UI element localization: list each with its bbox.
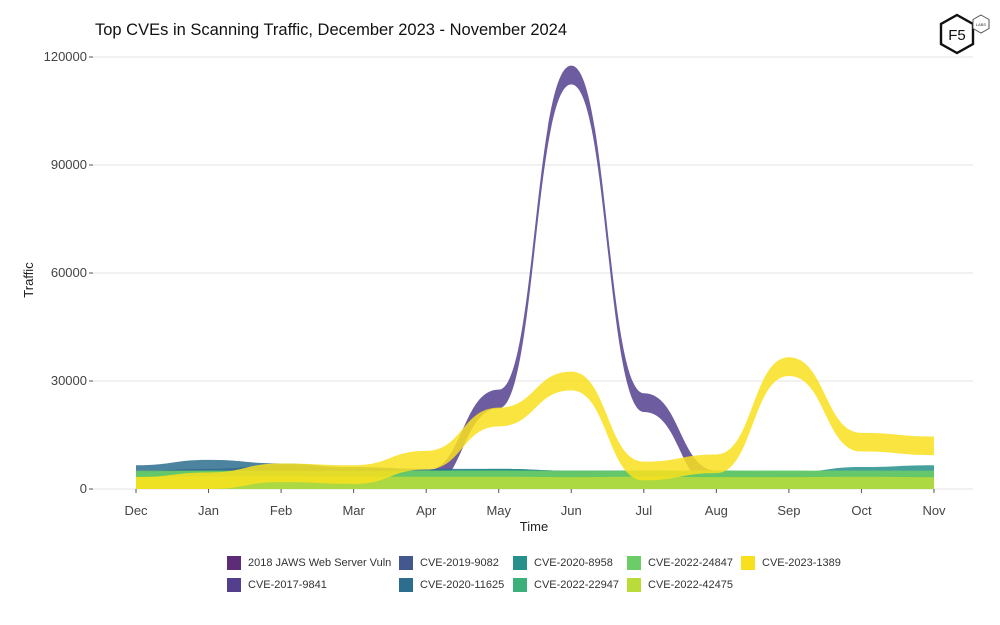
legend-label: 2018 JAWS Web Server Vuln	[248, 557, 392, 569]
legend-item: CVE-2022-22947	[513, 577, 627, 593]
legend-item: CVE-2023-1389	[741, 555, 861, 571]
x-tick-label: Jul	[636, 503, 653, 518]
x-axis-title: Time	[520, 519, 548, 534]
x-tick-label: Jun	[561, 503, 582, 518]
x-tick-label: Nov	[922, 503, 946, 518]
x-tick-label: Oct	[851, 503, 872, 518]
y-tick-label: 30000	[51, 373, 87, 388]
f5-labs-logo: F5 LABS	[939, 13, 990, 55]
legend-swatch	[627, 556, 641, 570]
legend-label: CVE-2022-22947	[534, 579, 620, 591]
x-tick-label: Jan	[198, 503, 219, 518]
legend-label: CVE-2022-42475	[648, 579, 734, 591]
legend-label: CVE-2017-9841	[248, 579, 327, 591]
y-tick-label: 90000	[51, 157, 87, 172]
x-tick-label: Apr	[416, 503, 437, 518]
legend-item: CVE-2022-42475	[627, 577, 741, 593]
legend-item: CVE-2019-9082	[399, 555, 513, 571]
legend-item: CVE-2017-9841	[227, 577, 399, 593]
y-tick-label: 60000	[51, 265, 87, 280]
legend-swatch	[513, 578, 527, 592]
gridlines	[93, 56, 973, 490]
stream-cve-2017-9841	[136, 65, 934, 489]
x-tick-label: May	[486, 503, 511, 518]
series-streams	[136, 65, 934, 489]
legend-swatch	[227, 578, 241, 592]
legend-item: CVE-2020-11625	[399, 577, 513, 593]
legend-label: CVE-2023-1389	[762, 557, 841, 569]
logo-subtext: LABS	[976, 22, 987, 27]
legend: 2018 JAWS Web Server Vuln CVE-2019-9082 CV…	[227, 555, 927, 593]
legend-swatch	[227, 556, 241, 570]
legend-swatch	[399, 578, 413, 592]
x-tick-label: Dec	[124, 503, 148, 518]
legend-item: CVE-2022-24847	[627, 555, 741, 571]
legend-item: CVE-2020-8958	[513, 555, 627, 571]
legend-item: 2018 JAWS Web Server Vuln	[227, 555, 399, 571]
legend-label: CVE-2019-9082	[420, 557, 499, 569]
legend-swatch	[399, 556, 413, 570]
x-tick-label: Aug	[705, 503, 728, 518]
logo-text: F5	[948, 27, 966, 44]
y-axis: 0 30000 60000 90000 120000	[44, 49, 93, 496]
legend-swatch	[741, 556, 755, 570]
y-tick-label: 0	[80, 481, 87, 496]
x-axis: Dec Jan Feb Mar Apr May Jun Jul Aug Sep Oct Nov	[124, 489, 946, 518]
legend-label: CVE-2020-8958	[534, 557, 613, 569]
chart-title: Top CVEs in Scanning Traffic, December 2…	[95, 21, 568, 39]
x-tick-label: Feb	[270, 503, 292, 518]
y-axis-title: Traffic	[21, 262, 36, 298]
x-tick-label: Sep	[777, 503, 800, 518]
legend-label: CVE-2020-11625	[420, 579, 505, 591]
stream-cve-2023-1389	[136, 357, 934, 489]
legend-label: CVE-2022-24847	[648, 557, 734, 569]
x-tick-label: Mar	[342, 503, 365, 518]
legend-swatch	[627, 578, 641, 592]
legend-swatch	[513, 556, 527, 570]
y-tick-label: 120000	[44, 49, 87, 64]
